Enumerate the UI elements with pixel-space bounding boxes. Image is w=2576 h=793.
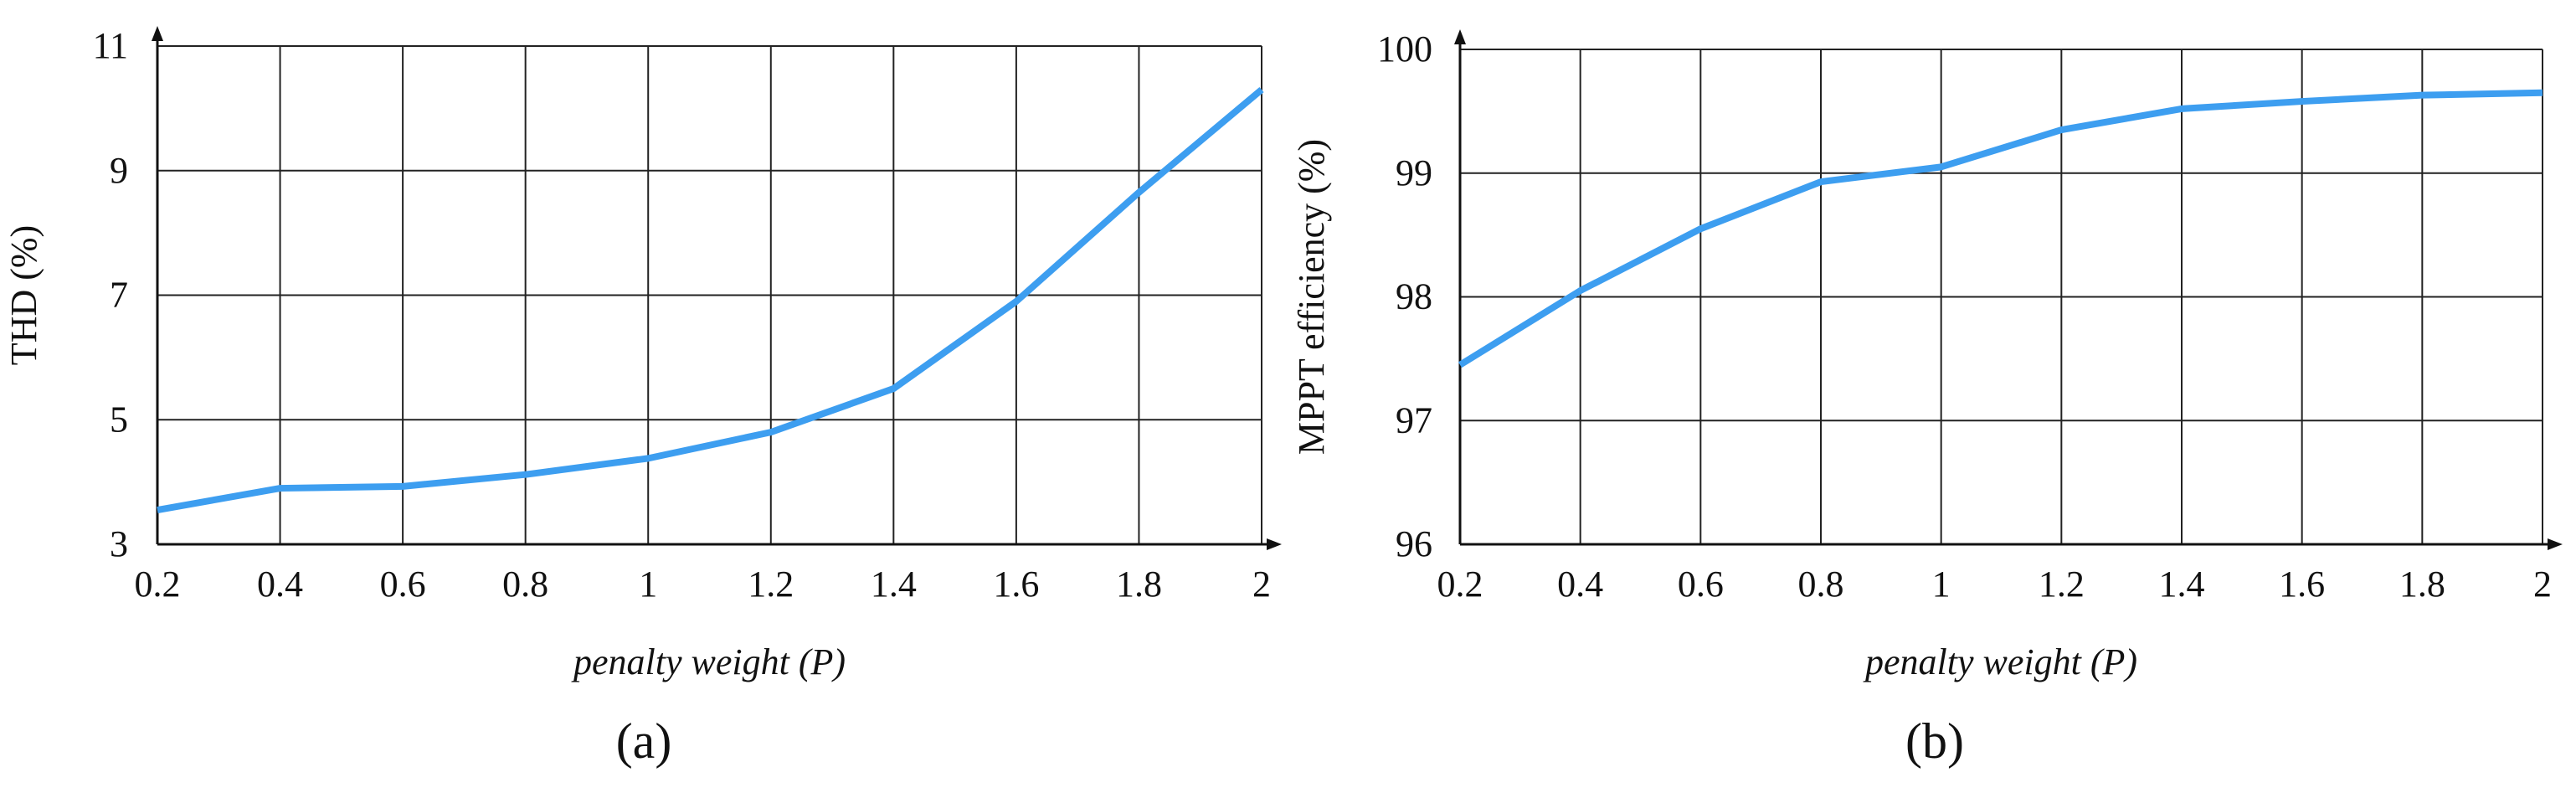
x-tick-label: 0.8 [502,564,548,605]
y-tick-label: 97 [1396,399,1432,440]
y-axis-arrow [152,26,163,41]
x-tick-label: 1.4 [2159,564,2205,605]
y-tick-label: 96 [1396,523,1432,564]
y-tick-label: 98 [1396,276,1432,317]
caption: (b) [1905,713,1964,769]
caption: (a) [616,713,672,769]
x-tick-label: 1.6 [993,564,1039,605]
x-tick-label: 1 [639,564,657,605]
x-tick-label: 0.4 [257,564,303,605]
x-tick-label: 1.2 [748,564,794,605]
x-tick-label: 0.8 [1798,564,1844,605]
x-axis-title: penalty weight (P) [1863,641,2137,682]
x-tick-label: 2 [2533,564,2552,605]
x-tick-label: 1.4 [871,564,917,605]
y-tick-label: 99 [1396,152,1432,193]
y-tick-label: 100 [1377,28,1432,70]
x-tick-label: 0.2 [1437,564,1483,605]
x-tick-label: 0.2 [135,564,181,605]
x-axis-title: penalty weight (P) [571,641,846,682]
y-tick-label: 3 [110,523,128,564]
x-tick-label: 2 [1252,564,1271,605]
x-tick-label: 1 [1932,564,1951,605]
x-tick-label: 0.6 [1678,564,1724,605]
x-axis-arrow [2548,538,2563,550]
y-axis-title: THD (%) [3,225,44,365]
y-tick-label: 11 [93,25,128,66]
y-tick-label: 5 [110,399,128,440]
x-tick-label: 0.6 [380,564,426,605]
y-axis-arrow [1454,29,1466,44]
x-tick-label: 1.8 [2399,564,2445,605]
x-tick-label: 1.2 [2039,564,2085,605]
data-line [157,86,1264,514]
x-tick-label: 0.4 [1557,564,1603,605]
y-axis-title: MPPT efficiency (%) [1291,139,1332,455]
x-axis-arrow [1267,538,1282,550]
y-tick-label: 7 [110,275,128,316]
data-line [1458,89,2543,368]
y-tick-label: 9 [110,150,128,191]
x-tick-label: 1.8 [1116,564,1162,605]
x-tick-label: 1.6 [2279,564,2325,605]
